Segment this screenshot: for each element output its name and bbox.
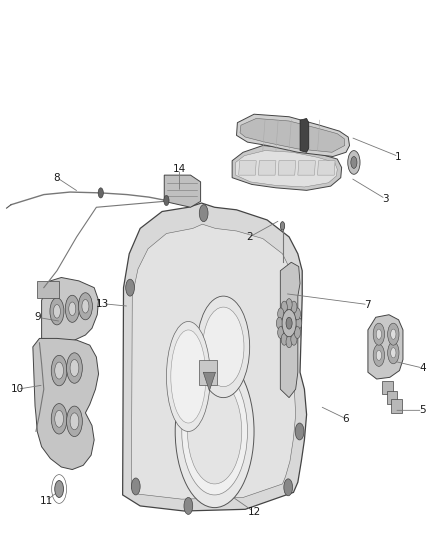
Circle shape — [373, 323, 385, 345]
Polygon shape — [42, 278, 99, 343]
Polygon shape — [240, 118, 345, 152]
Circle shape — [294, 308, 300, 320]
Polygon shape — [298, 161, 315, 175]
Circle shape — [296, 317, 302, 329]
Circle shape — [281, 301, 287, 313]
Text: 5: 5 — [419, 405, 426, 415]
Circle shape — [295, 423, 304, 440]
Polygon shape — [300, 118, 309, 152]
Polygon shape — [131, 224, 296, 499]
Polygon shape — [258, 161, 276, 175]
Circle shape — [376, 350, 381, 360]
Polygon shape — [203, 372, 215, 391]
Polygon shape — [318, 161, 335, 175]
Polygon shape — [239, 161, 256, 175]
Circle shape — [126, 279, 134, 296]
Circle shape — [376, 329, 381, 340]
Circle shape — [388, 323, 399, 345]
Polygon shape — [237, 114, 350, 157]
Circle shape — [82, 300, 89, 313]
Circle shape — [348, 151, 360, 174]
Polygon shape — [123, 203, 307, 511]
Circle shape — [164, 196, 169, 206]
Polygon shape — [232, 146, 342, 190]
Text: 11: 11 — [39, 496, 53, 506]
Circle shape — [69, 302, 76, 316]
Circle shape — [282, 310, 296, 337]
Ellipse shape — [166, 321, 210, 432]
Circle shape — [50, 298, 64, 325]
Circle shape — [286, 317, 292, 329]
Circle shape — [182, 368, 247, 495]
Polygon shape — [278, 161, 296, 175]
Circle shape — [67, 353, 82, 383]
Circle shape — [203, 307, 244, 386]
Circle shape — [51, 403, 67, 434]
Text: 13: 13 — [96, 298, 110, 309]
Polygon shape — [164, 175, 201, 207]
Circle shape — [131, 478, 140, 495]
Text: 2: 2 — [246, 232, 253, 242]
Circle shape — [351, 157, 357, 168]
Polygon shape — [382, 381, 393, 394]
Polygon shape — [387, 391, 397, 405]
Text: 3: 3 — [382, 194, 389, 204]
Bar — [37, 281, 59, 298]
Circle shape — [280, 222, 285, 230]
Circle shape — [391, 329, 396, 340]
Circle shape — [284, 479, 293, 496]
Text: 9: 9 — [34, 312, 41, 322]
Circle shape — [65, 295, 79, 322]
Circle shape — [78, 293, 92, 320]
Circle shape — [70, 360, 79, 376]
Text: 12: 12 — [247, 507, 261, 517]
Circle shape — [286, 298, 292, 311]
Text: 4: 4 — [419, 363, 426, 373]
Ellipse shape — [171, 330, 206, 423]
Circle shape — [373, 344, 385, 366]
Circle shape — [281, 333, 287, 345]
Circle shape — [291, 301, 297, 313]
Text: 7: 7 — [364, 300, 371, 310]
Text: 6: 6 — [343, 414, 350, 424]
Polygon shape — [368, 314, 403, 379]
Circle shape — [287, 275, 296, 292]
Text: 14: 14 — [173, 164, 186, 174]
Circle shape — [294, 327, 300, 338]
Circle shape — [51, 356, 67, 386]
Text: 1: 1 — [395, 151, 402, 161]
Polygon shape — [236, 151, 337, 187]
Polygon shape — [33, 338, 99, 470]
Circle shape — [391, 348, 396, 358]
Circle shape — [388, 342, 399, 364]
Circle shape — [286, 336, 292, 348]
Circle shape — [55, 481, 64, 497]
Polygon shape — [391, 399, 402, 413]
Circle shape — [53, 304, 60, 318]
Circle shape — [187, 379, 242, 484]
Circle shape — [291, 333, 297, 345]
Text: 8: 8 — [53, 173, 60, 183]
Circle shape — [184, 497, 193, 514]
Text: 10: 10 — [11, 384, 24, 394]
Circle shape — [199, 205, 208, 222]
Circle shape — [175, 356, 254, 507]
Circle shape — [197, 296, 250, 398]
Polygon shape — [280, 262, 300, 398]
Circle shape — [98, 188, 103, 198]
Bar — [199, 360, 217, 385]
Circle shape — [278, 327, 284, 338]
Circle shape — [55, 410, 64, 427]
Circle shape — [70, 413, 79, 430]
Circle shape — [276, 317, 283, 329]
Circle shape — [55, 362, 64, 379]
Circle shape — [67, 406, 82, 437]
Circle shape — [278, 308, 284, 320]
